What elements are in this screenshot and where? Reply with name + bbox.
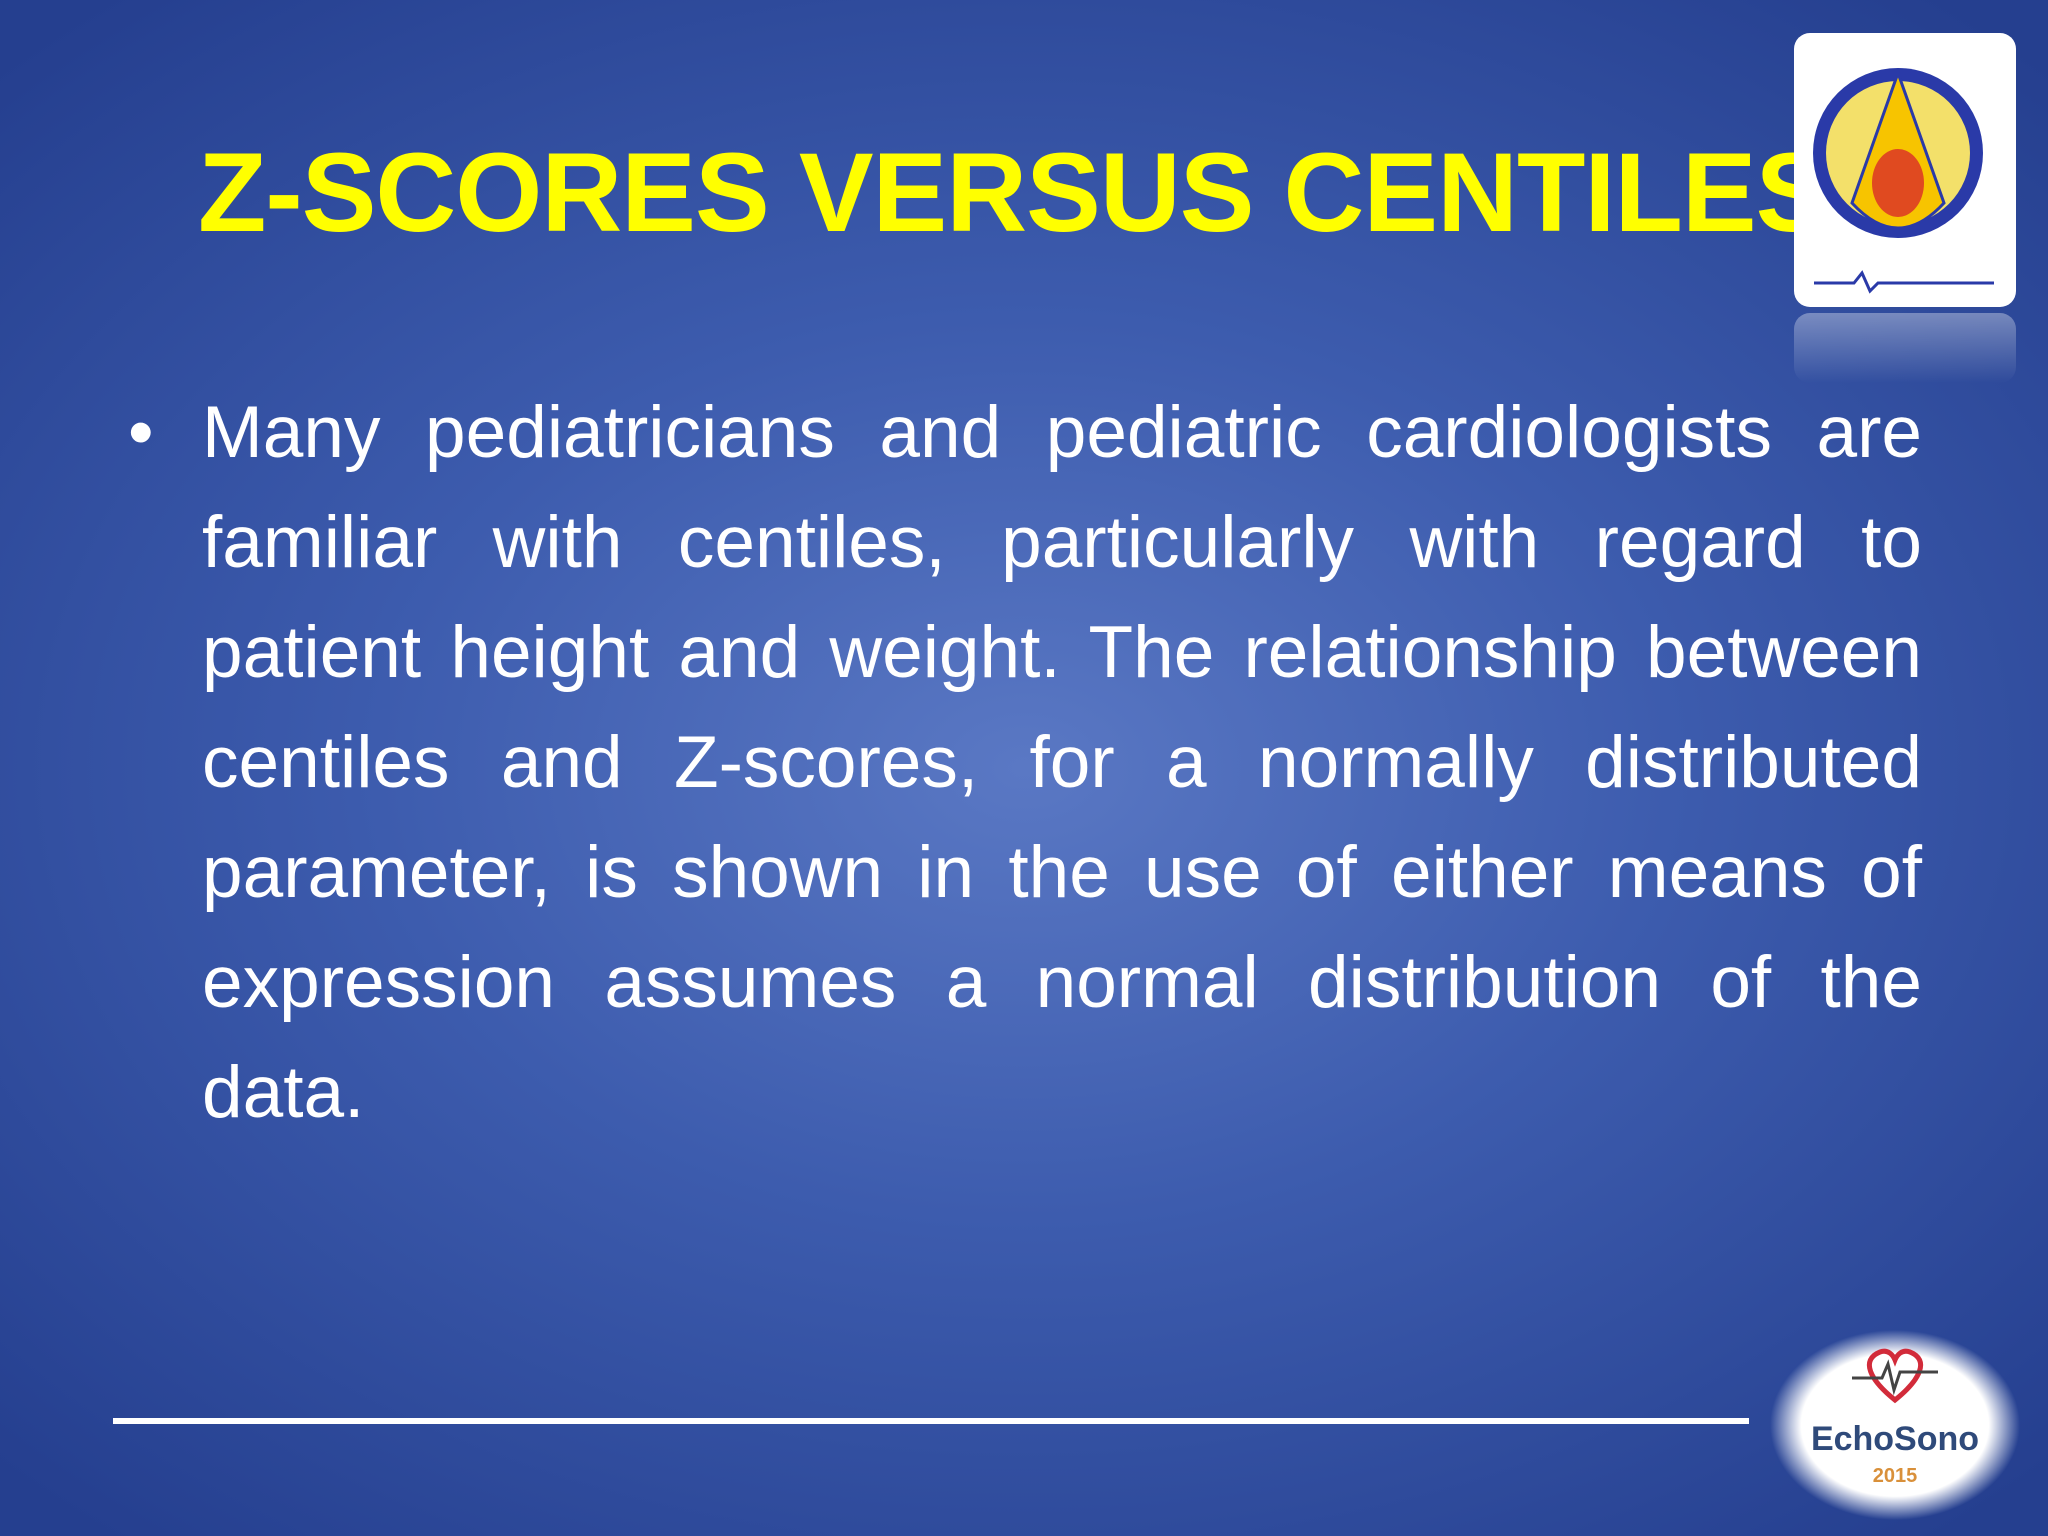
slide-body: Many pediatricians and pediatric cardiol… (128, 378, 1922, 1148)
academy-logo (1794, 33, 2016, 383)
bullet-text: Many pediatricians and pediatric cardiol… (128, 378, 1922, 1148)
logo-year: 2015 (1873, 1465, 1918, 1487)
logo-name: EchoSono (1811, 1420, 1979, 1458)
slide-title: Z-SCORES VERSUS CENTILES (198, 130, 1830, 255)
footer-rule (113, 1418, 1749, 1424)
echosono-logo: EchoSono 2015 (1770, 1330, 2020, 1520)
